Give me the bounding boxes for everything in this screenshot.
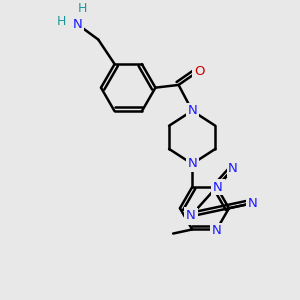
- Text: N: N: [248, 196, 258, 210]
- Text: N: N: [73, 18, 83, 31]
- Text: N: N: [212, 224, 222, 237]
- Text: O: O: [194, 65, 204, 78]
- Text: N: N: [228, 162, 238, 175]
- Text: H: H: [57, 15, 66, 28]
- Text: N: N: [228, 162, 238, 175]
- Text: N: N: [185, 208, 195, 222]
- Text: N: N: [187, 104, 197, 117]
- Text: H: H: [77, 2, 87, 15]
- Text: N: N: [187, 210, 196, 223]
- Text: N: N: [213, 181, 223, 194]
- Text: N: N: [187, 158, 197, 170]
